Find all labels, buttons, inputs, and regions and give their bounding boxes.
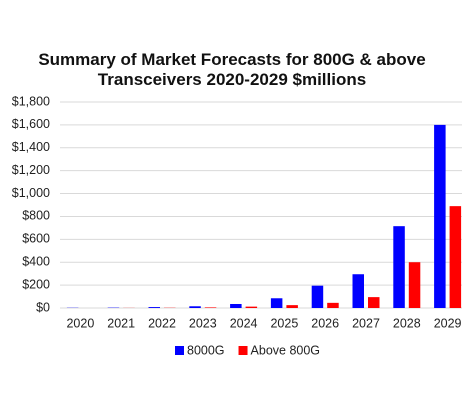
bar <box>368 297 380 308</box>
legend-label: 8000G <box>187 343 225 357</box>
y-tick-label: $400 <box>22 255 50 269</box>
bar <box>245 306 258 308</box>
x-tick-label: 2021 <box>107 316 135 330</box>
bar <box>434 124 446 308</box>
y-tick-label: $1,600 <box>12 117 50 131</box>
y-tick-label: $600 <box>22 232 50 246</box>
y-tick-label: $800 <box>22 209 50 223</box>
bar <box>148 307 160 308</box>
x-tick-label: 2022 <box>148 316 176 330</box>
y-tick-label: $1,200 <box>12 163 50 177</box>
x-tick-label: 2029 <box>434 316 462 330</box>
x-tick-label: 2027 <box>352 316 380 330</box>
bar <box>327 302 339 308</box>
bar <box>230 303 242 308</box>
legend-swatch <box>175 346 184 355</box>
bar <box>286 305 298 308</box>
y-tick-label: $200 <box>22 277 50 291</box>
legend-swatch <box>238 346 248 355</box>
y-tick-label: $1,400 <box>12 140 50 154</box>
bar <box>449 206 462 308</box>
x-tick-label: 2020 <box>66 316 94 330</box>
x-tick-label: 2024 <box>230 316 258 330</box>
y-tick-label: $1,800 <box>12 94 50 108</box>
bar <box>270 298 283 308</box>
x-tick-label: 2028 <box>393 316 421 330</box>
bar <box>204 307 217 308</box>
bar <box>408 262 421 308</box>
x-tick-label: 2026 <box>311 316 339 330</box>
bar <box>393 226 405 308</box>
bar <box>189 306 201 308</box>
x-tick-label: 2023 <box>189 316 217 330</box>
bar <box>352 274 364 308</box>
y-tick-label: $0 <box>36 300 50 314</box>
bar <box>311 285 324 308</box>
chart-title: Summary of Market Forecasts for 800G & a… <box>38 50 426 89</box>
x-tick-label: 2025 <box>270 316 298 330</box>
y-tick-label: $1,000 <box>12 186 50 200</box>
legend-label: Above 800G <box>251 343 321 357</box>
